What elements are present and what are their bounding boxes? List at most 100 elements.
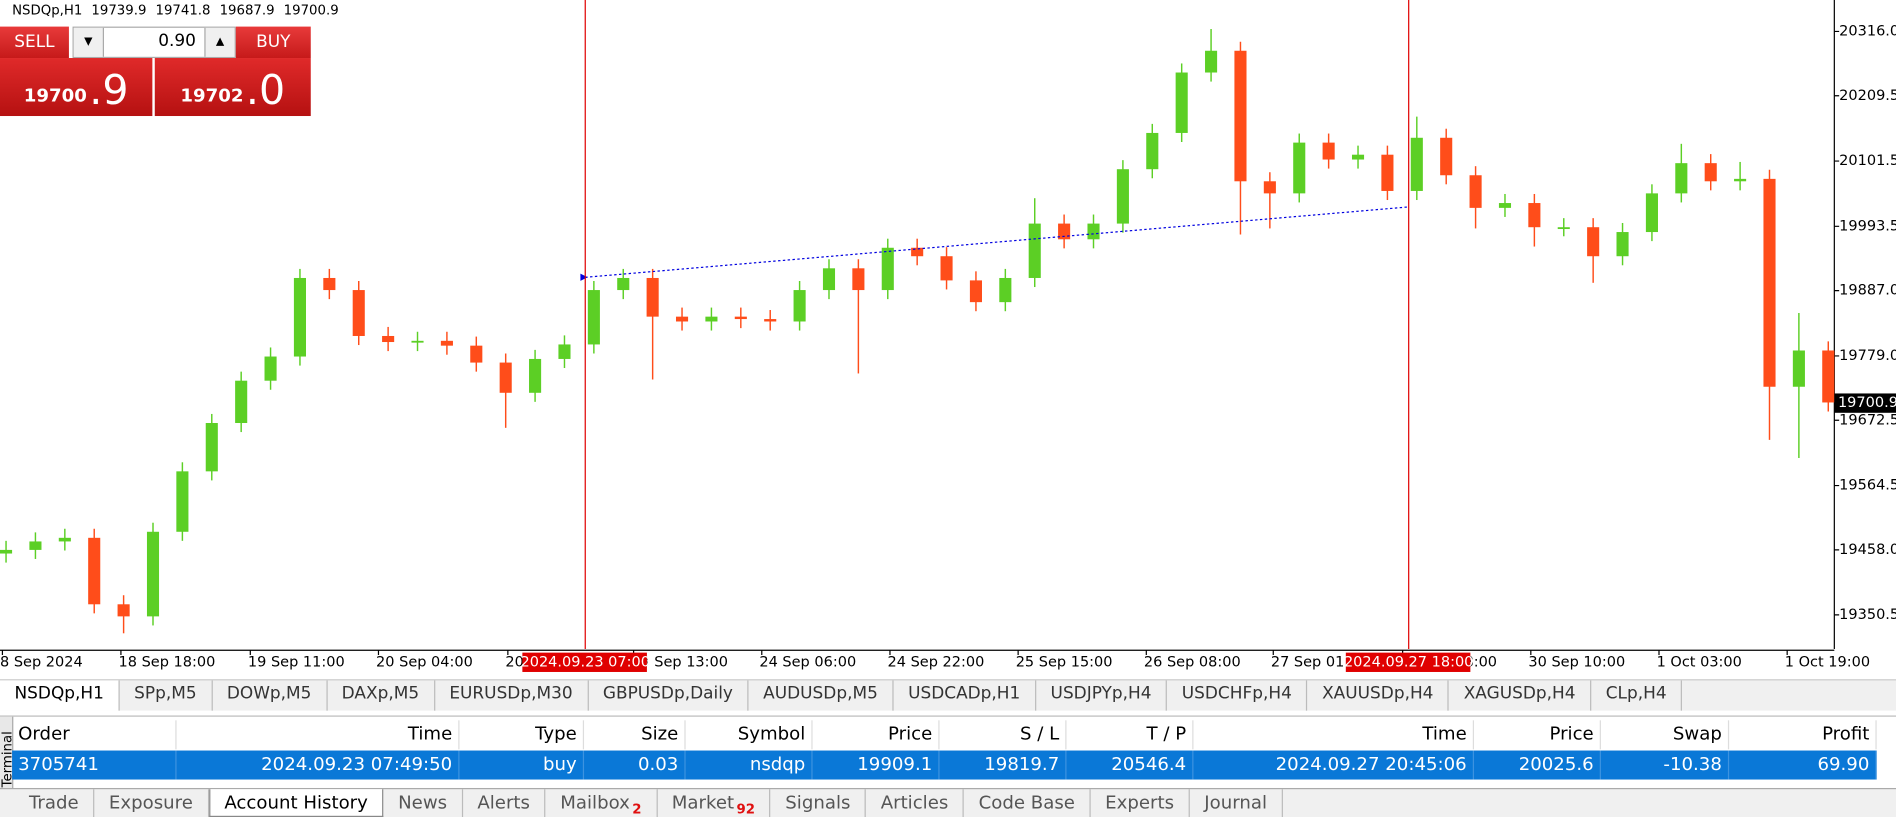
marker-label-bg [1345,652,1471,672]
bid-box[interactable]: 19700.9 [0,58,153,117]
candle-body [293,277,307,357]
symbol-tab[interactable]: AUDUSDp,M5 [749,680,894,711]
candle-body [1616,232,1629,257]
column-header[interactable]: Time [177,720,460,750]
x-tick-label: 26 Sep 08:00 [1144,654,1241,670]
symbol-tabs: NSDQp,H1 SPp,M5 DOWp,M5 DAXp,M5 EURUSDp,M30 G… [0,679,1896,711]
candle-body [764,319,777,322]
candle-body [1116,169,1129,224]
symbol-tab[interactable]: EURUSDp,M30 [435,680,589,711]
symbol-tab[interactable]: GBPUSDp,Daily [588,680,749,711]
cell: 0.03 [584,750,686,780]
terminal-tab[interactable]: Market 92 [657,789,771,817]
terminal-tabs: Trade Exposure Account History News Alerts Ma… [0,787,1896,817]
column-header[interactable]: T / P [1066,720,1194,750]
price-label: 19700.9 [1838,395,1896,411]
candle-body [352,290,365,336]
terminal-tab[interactable]: Alerts [463,789,546,817]
candle-body [264,356,277,381]
candle-body [734,316,747,320]
candle-body [793,290,806,322]
candle-body [117,604,130,617]
marker-label: 2024.09.23 07:00 [521,654,650,670]
y-tick-label: 19564.5 [1839,478,1896,494]
column-header[interactable]: Profit [1729,720,1877,750]
x-tick-label: 27 Sep 01:00 [1271,654,1368,670]
symbol-tab[interactable]: USDCHFp,H4 [1167,680,1308,711]
column-header[interactable]: Symbol [686,720,813,750]
symbol-tab[interactable]: CLp,H4 [1591,680,1683,711]
cell: buy [459,750,585,780]
cell: 20025.6 [1474,750,1601,780]
table-row[interactable]: 3705741 2024.09.23 07:49:50 buy 0.03 nsdqp 19… [12,750,1877,780]
candle-body [176,471,189,532]
y-tick-label: 19887.0 [1839,283,1896,299]
x-tick-label: 24 Sep 06:00 [759,654,856,670]
candle-body [411,340,424,343]
symbol-tab[interactable]: DAXp,M5 [327,680,435,711]
candle-body [1146,132,1159,170]
tab-badge: 2 [632,801,642,817]
ask-box[interactable]: 19702.0 [154,58,311,117]
volume-box[interactable]: ▼ 0.90 ▲ [72,26,236,59]
candle-body [1792,350,1805,387]
terminal-tab[interactable]: Trade [15,789,95,817]
column-header[interactable]: Order [12,720,177,750]
tab-label: Exposure [108,791,193,814]
terminal-tab[interactable]: Signals [771,789,867,817]
y-tick-label: 19993.5 [1839,218,1896,234]
candle-body [205,423,218,472]
decrease[interactable]: ▼ [73,27,104,57]
terminal-tab[interactable]: Code Base [964,789,1091,817]
column-header[interactable]: Price [1474,720,1601,750]
tab-label: Alerts [477,791,530,814]
cell: -10.38 [1601,750,1730,780]
candle-body [29,541,42,550]
symbol-tab[interactable]: DOWp,M5 [212,680,328,711]
symbol-tab[interactable]: USDJPYp,H4 [1036,680,1168,711]
candle-body [1557,227,1570,230]
terminal-tab[interactable]: Journal [1190,789,1283,817]
column-header[interactable]: Price [813,720,940,750]
candle-body [911,247,924,257]
tab-label: Mailbox [560,791,630,814]
symbol-tab[interactable]: XAUUSDp,H4 [1308,680,1450,711]
candle-body [1293,142,1306,194]
trade-line [585,206,1409,278]
symbol: NSDQp,H1 [12,2,83,19]
candle-body [646,277,659,317]
y-tick-label: 20209.5 [1839,88,1896,104]
buy-button[interactable]: BUY [235,26,311,59]
bid-main: 19700 [23,84,87,107]
candle-body [1205,50,1218,73]
column-header[interactable]: Type [459,720,585,750]
column-header[interactable]: Swap [1601,720,1730,750]
symbol-tab[interactable]: USDCADp,H1 [894,680,1037,711]
candle-body [58,537,71,542]
symbol-tab[interactable]: XAGUSDp,H4 [1449,680,1592,711]
symbol-tab[interactable]: NSDQp,H1 [0,680,120,711]
column-header[interactable]: S / L [940,720,1067,750]
price-label-bg [1834,393,1896,413]
terminal-tab[interactable]: Mailbox 2 [546,789,658,817]
terminal-tab[interactable]: Experts [1091,789,1190,817]
high: 19741.8 [155,2,211,19]
candle-body [0,549,13,554]
increase[interactable]: ▲ [204,27,235,57]
symbol-tab[interactable]: SPp,M5 [120,680,213,711]
candle-body [1763,178,1776,387]
candle-body [470,345,483,363]
terminal-tab[interactable]: Articles [866,789,965,817]
sell-button[interactable]: SELL [0,26,69,59]
cell: nsdqp [686,750,813,780]
column-header[interactable]: Time [1193,720,1474,750]
y-tick-label: 20316.0 [1839,23,1896,39]
terminal-tab[interactable]: News [384,789,463,817]
column-header[interactable]: Size [584,720,686,750]
candle-body [852,268,865,291]
terminal-tab[interactable]: Account History [208,789,384,817]
terminal-tab[interactable]: Exposure [94,789,209,817]
